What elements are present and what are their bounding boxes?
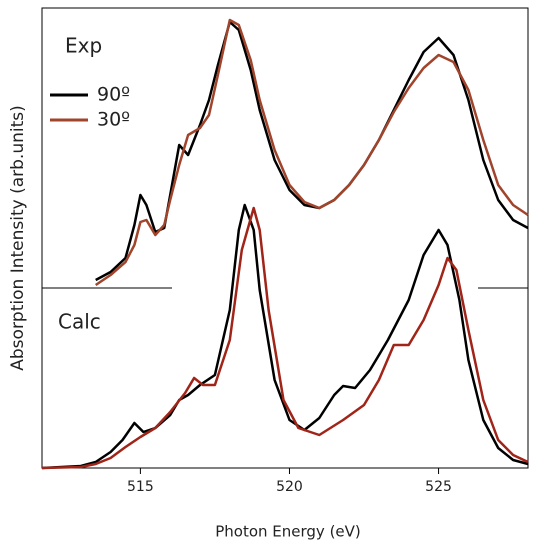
x-tick-label: 515 (127, 479, 154, 495)
line-series (95, 20, 529, 282)
legend-label: 30º (97, 109, 130, 131)
line-series (41, 203, 529, 470)
plot-frame (41, 7, 529, 469)
x-tick-label: 525 (425, 479, 452, 495)
panel-label: Exp (65, 34, 102, 58)
x-tick-label: 520 (276, 479, 303, 495)
panel-label: Calc (58, 310, 101, 334)
legend-label: 90º (97, 84, 130, 106)
line-series (95, 18, 529, 287)
x-axis-label: Photon Energy (eV) (215, 523, 361, 541)
line-series (41, 206, 529, 470)
y-axis-label: Absorption Intensity (arb.units) (8, 105, 28, 370)
